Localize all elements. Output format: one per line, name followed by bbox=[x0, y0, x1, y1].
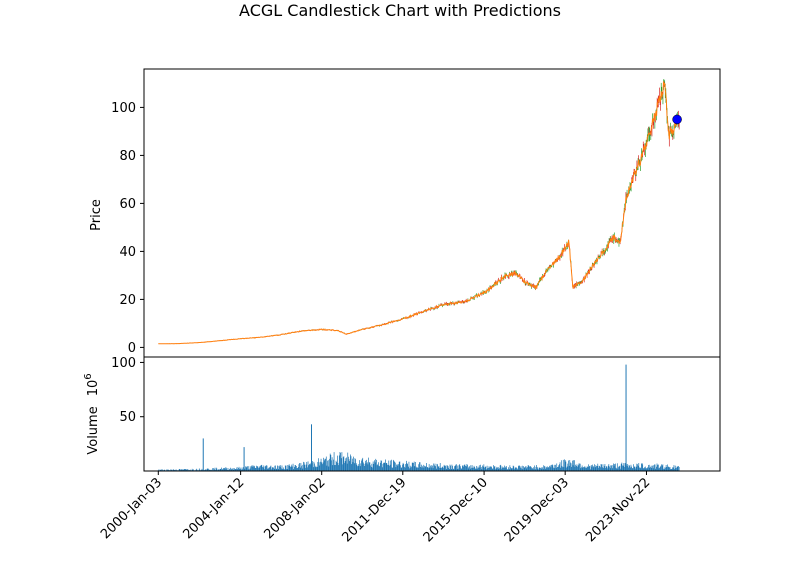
price-panel bbox=[157, 79, 682, 345]
price-series-line bbox=[158, 81, 680, 345]
volume-y-ticks: 50 100 bbox=[111, 356, 144, 425]
x-tick-label: 2008-Jan-02 bbox=[262, 475, 329, 542]
x-tick-label: 2015-Dec-10 bbox=[421, 475, 491, 545]
price-y-tick-label: 80 bbox=[119, 149, 136, 164]
prediction-point bbox=[672, 114, 682, 125]
volume-axis-label-text: Volume bbox=[86, 406, 101, 454]
volume-axis-label-exponent: 6 bbox=[83, 373, 94, 379]
x-ticks: 2000-Jan-03 2004-Jan-12 2008-Jan-02 2011-De… bbox=[98, 471, 653, 545]
price-axes-frame bbox=[143, 68, 721, 358]
x-tick-label: 2019-Dec-03 bbox=[502, 475, 572, 545]
price-axis-label: Price bbox=[89, 199, 104, 231]
chart-title: ACGL Candlestick Chart with Predictions bbox=[239, 1, 561, 20]
x-tick-label: 2004-Jan-12 bbox=[180, 475, 247, 542]
volume-y-tick-label: 50 bbox=[119, 410, 136, 425]
volume-axes-frame bbox=[143, 356, 721, 472]
price-y-tick-label: 40 bbox=[119, 245, 136, 260]
price-y-tick-label: 20 bbox=[119, 293, 136, 308]
price-y-tick-label: 0 bbox=[128, 341, 136, 356]
volume-panel bbox=[157, 364, 680, 471]
x-tick-label: 2000-Jan-03 bbox=[98, 475, 165, 542]
x-tick-label: 2011-Dec-19 bbox=[339, 475, 409, 545]
price-y-ticks: 0 20 40 60 80 100 bbox=[111, 101, 144, 356]
volume-axis-label: Volume 106 bbox=[83, 373, 101, 454]
x-tick-label: 2023-Nov-22 bbox=[583, 475, 653, 545]
volume-y-tick-label: 100 bbox=[111, 356, 136, 371]
price-y-tick-label: 60 bbox=[119, 197, 136, 212]
price-y-tick-label: 100 bbox=[111, 101, 136, 116]
volume-axis-label-base: 10 bbox=[86, 380, 101, 397]
